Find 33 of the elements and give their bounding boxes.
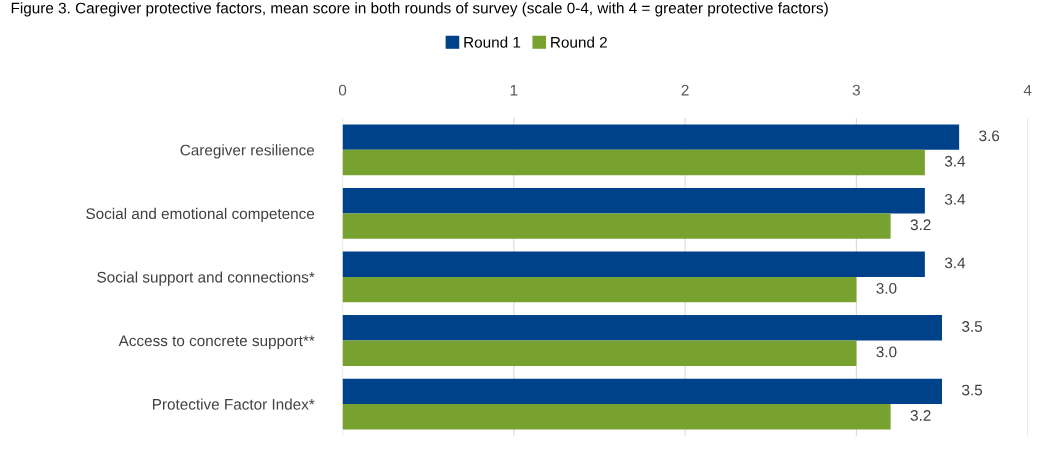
bar [342, 251, 925, 277]
x-tick-label: 1 [510, 84, 518, 96]
data-label: 3.2 [910, 410, 931, 421]
y-tick-label: Social and emotional competence [86, 207, 315, 223]
data-label: 3.5 [962, 321, 983, 332]
bar [342, 149, 925, 176]
bar [342, 276, 857, 303]
legend-label: Round 1 [464, 36, 521, 48]
x-tick-label: 4 [1023, 84, 1032, 96]
data-label: 3.5 [962, 384, 983, 396]
bar [342, 187, 925, 214]
data-label: 3.2 [910, 219, 931, 231]
data-label: 3.0 [876, 346, 897, 358]
data-label: 3.6 [979, 130, 1000, 142]
legend-label: Round 2 [551, 36, 607, 48]
bar [342, 378, 943, 405]
chart-title: Figure 3. Caregiver protective factors, mean score in both rounds of survey (scale 0-4, with 4 = greater protective factors) [11, 2, 828, 17]
data-label: 3.4 [944, 193, 966, 205]
bar [342, 340, 857, 366]
y-tick-label: Social support and connections* [97, 271, 315, 286]
bar [342, 124, 960, 150]
y-tick-label: Caregiver resilience [180, 144, 315, 159]
bar [342, 404, 891, 430]
bar [342, 213, 891, 239]
data-label: 3.4 [944, 257, 966, 269]
x-tick-label: 0 [338, 84, 347, 96]
bar [342, 315, 943, 341]
y-tick-label: Protective Factor Index* [153, 398, 315, 410]
data-label: 3.0 [876, 282, 897, 294]
y-tick-label: Access to concrete support** [118, 335, 315, 350]
data-label: 3.4 [944, 155, 966, 167]
x-tick-label: 3 [852, 84, 860, 96]
x-tick-label: 2 [681, 84, 689, 96]
